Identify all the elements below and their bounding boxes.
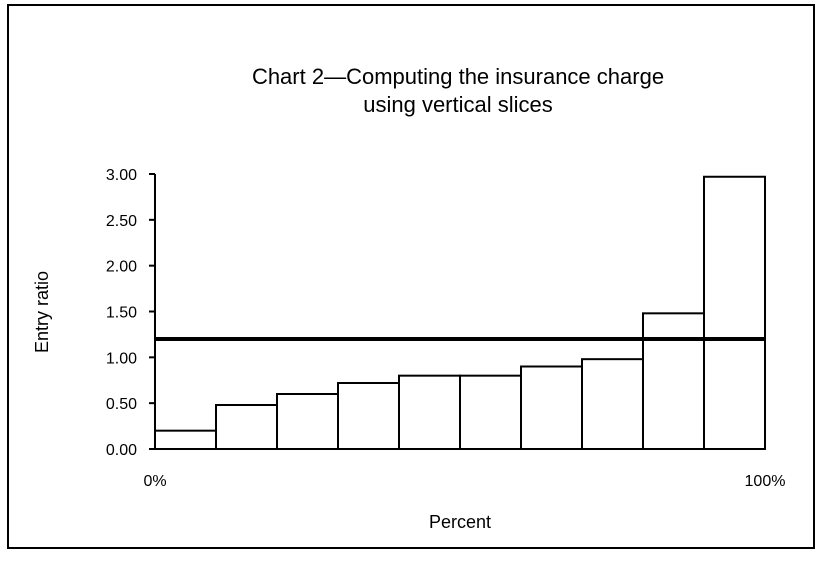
chart-title: Chart 2—Computing the insurance charge bbox=[252, 64, 664, 89]
chart-frame bbox=[7, 4, 815, 549]
y-tick-label: 3.00 bbox=[106, 167, 137, 184]
bar bbox=[581, 358, 644, 450]
y-tick-label: 1.50 bbox=[106, 305, 137, 322]
x-tick-label: 0% bbox=[143, 473, 166, 490]
y-tick-label: 1.00 bbox=[106, 350, 137, 367]
y-tick-label: 0.50 bbox=[106, 396, 137, 413]
bar bbox=[337, 382, 400, 450]
y-tick-label: 0.00 bbox=[106, 442, 137, 459]
x-tick-label: 100% bbox=[745, 473, 786, 490]
bar bbox=[459, 374, 522, 450]
bar bbox=[520, 365, 583, 450]
bar bbox=[398, 374, 461, 450]
bar bbox=[703, 175, 766, 450]
chart-title: using vertical slices bbox=[363, 92, 553, 117]
bar bbox=[154, 429, 217, 450]
y-tick-label: 2.00 bbox=[106, 259, 137, 276]
bar bbox=[276, 393, 339, 450]
y-axis-label: Entry ratio bbox=[32, 271, 52, 353]
x-axis-label: Percent bbox=[429, 512, 491, 532]
bar bbox=[642, 312, 705, 451]
y-tick-label: 2.50 bbox=[106, 213, 137, 230]
bar bbox=[215, 404, 278, 450]
